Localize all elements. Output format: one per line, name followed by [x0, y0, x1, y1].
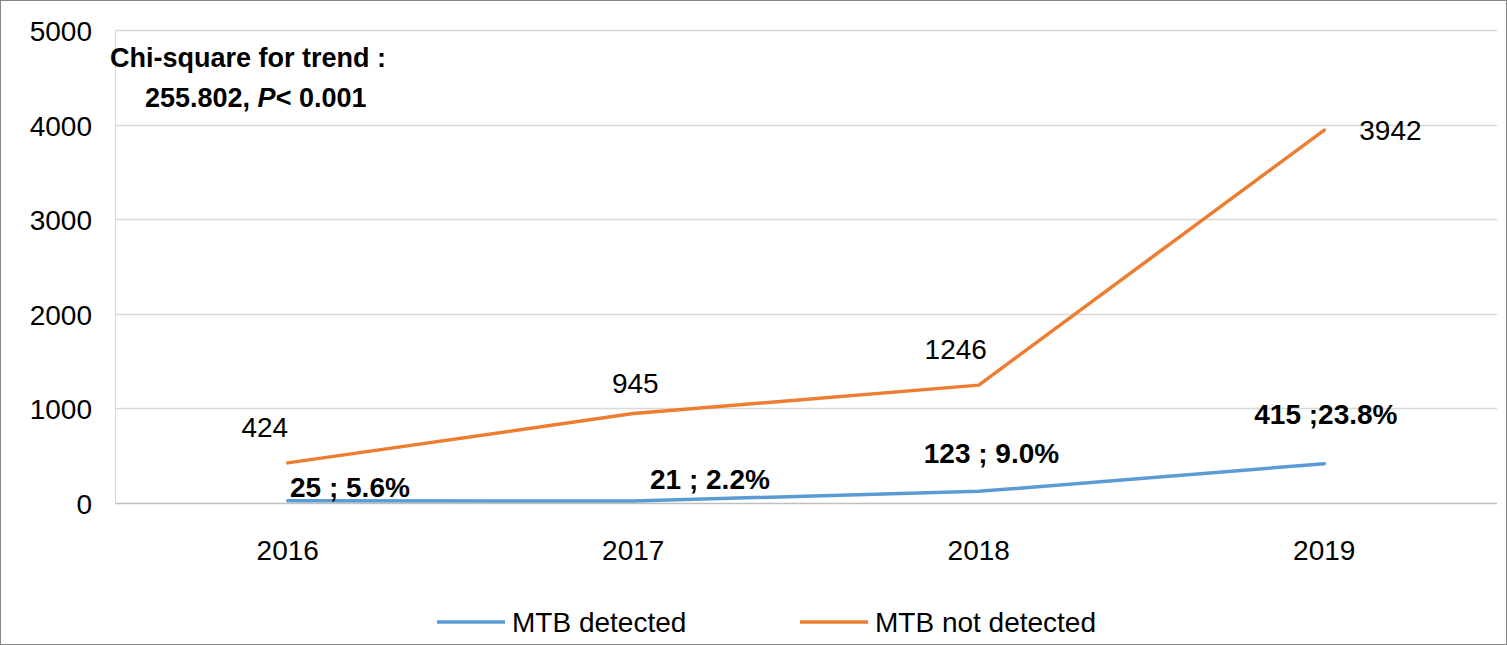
series-line	[288, 130, 1325, 463]
y-tick-label: 4000	[30, 111, 92, 142]
data-label: 3942	[1359, 115, 1421, 146]
grid-line	[115, 125, 1497, 126]
x-tick-label: 2018	[948, 535, 1010, 566]
y-tick-label: 5000	[30, 16, 92, 47]
chart: 0 1000 2000 3000 4000 5000 2016 2017 2018 2019 25 …	[0, 0, 1507, 645]
annotation-part: < 0.001	[276, 83, 367, 113]
y-tick-label: 1000	[30, 394, 92, 425]
x-tick-label: 2016	[257, 535, 319, 566]
y-axis-line	[115, 30, 116, 503]
legend: MTB detected MTB not detected	[437, 607, 1096, 638]
grid-line	[115, 503, 1497, 504]
annotation-part: Chi-square for trend :	[110, 43, 386, 73]
legend-swatch	[437, 620, 505, 624]
data-label: 123 ; 9.0%	[924, 438, 1060, 469]
annotation-part: P	[258, 83, 277, 113]
legend-label: MTB not detected	[875, 607, 1096, 638]
annotation: 255.802, P< 0.001	[145, 83, 366, 113]
data-label: 424	[241, 412, 288, 443]
y-tick-label: 2000	[30, 300, 92, 331]
data-label: 21 ; 2.2%	[650, 464, 770, 495]
annotation: Chi-square for trend :	[110, 43, 386, 73]
chart-border	[1, 1, 1507, 645]
data-label: 415 ;23.8%	[1254, 399, 1397, 430]
series-line	[288, 464, 1325, 501]
legend-label: MTB detected	[512, 607, 686, 638]
y-tick-label: 3000	[30, 205, 92, 236]
x-tick-label: 2019	[1293, 535, 1355, 566]
annotation-part: 255.802,	[145, 83, 258, 113]
x-tick-label: 2017	[602, 535, 664, 566]
data-label: 1246	[925, 334, 987, 365]
data-label: 25 ; 5.6%	[290, 472, 410, 503]
data-label: 945	[612, 368, 659, 399]
grid-line	[115, 314, 1497, 315]
grid-line	[115, 219, 1497, 220]
grid-line	[115, 30, 1497, 31]
legend-swatch	[800, 620, 868, 624]
series-group	[288, 130, 1325, 501]
y-tick-label: 0	[76, 489, 92, 520]
